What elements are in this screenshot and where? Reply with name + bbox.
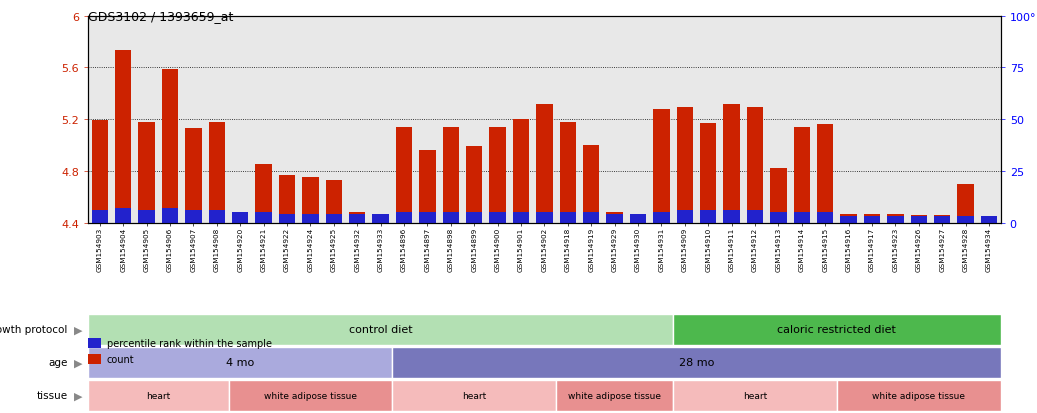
Bar	[489, 213, 506, 223]
Bar	[443, 213, 459, 223]
Text: caloric restricted diet: caloric restricted diet	[778, 324, 896, 335]
Bar	[466, 147, 482, 223]
Bar	[793, 213, 810, 223]
Bar	[91, 211, 108, 223]
Bar	[770, 169, 787, 223]
Bar	[232, 215, 249, 223]
Bar	[607, 213, 623, 223]
Bar	[724, 104, 739, 223]
Bar	[419, 151, 436, 223]
Bar	[349, 213, 365, 223]
Text: growth protocol: growth protocol	[0, 324, 67, 335]
Bar	[489, 128, 506, 223]
Bar	[793, 128, 810, 223]
Text: heart: heart	[463, 391, 486, 400]
Text: control diet: control diet	[348, 324, 413, 335]
Text: white adipose tissue: white adipose tissue	[568, 391, 662, 400]
Bar	[162, 209, 178, 223]
Text: ▶: ▶	[75, 390, 83, 401]
Bar	[560, 122, 576, 223]
Bar	[139, 211, 155, 223]
Bar	[957, 184, 974, 223]
Bar	[981, 217, 998, 223]
Bar	[115, 51, 132, 223]
Bar	[676, 211, 693, 223]
Bar	[443, 128, 459, 223]
Bar	[864, 217, 880, 223]
Bar	[583, 146, 599, 223]
Text: 28 mo: 28 mo	[679, 357, 714, 368]
Bar	[419, 213, 436, 223]
Text: percentile rank within the sample: percentile rank within the sample	[107, 338, 272, 348]
Bar	[186, 129, 201, 223]
Bar	[700, 211, 717, 223]
Bar	[700, 123, 717, 223]
Bar	[840, 214, 857, 223]
Bar	[232, 213, 249, 223]
Bar	[747, 108, 763, 223]
Text: GDS3102 / 1393659_at: GDS3102 / 1393659_at	[88, 10, 233, 23]
Bar	[186, 211, 201, 223]
Bar	[957, 217, 974, 223]
Bar	[910, 217, 927, 223]
Bar	[396, 213, 413, 223]
Bar	[255, 213, 272, 223]
Bar	[513, 213, 529, 223]
Bar	[466, 213, 482, 223]
Bar	[372, 215, 389, 223]
Text: ▶: ▶	[75, 324, 83, 335]
Bar	[981, 218, 998, 223]
Bar	[115, 209, 132, 223]
Bar	[139, 122, 155, 223]
Bar	[817, 213, 834, 223]
Bar	[840, 217, 857, 223]
Bar	[888, 217, 903, 223]
Bar	[653, 213, 670, 223]
Bar	[910, 215, 927, 223]
Text: heart: heart	[742, 391, 767, 400]
Bar	[888, 214, 903, 223]
Text: tissue: tissue	[36, 390, 67, 401]
Bar	[583, 213, 599, 223]
Bar	[536, 104, 553, 223]
Text: white adipose tissue: white adipose tissue	[264, 391, 357, 400]
Bar	[629, 215, 646, 223]
Bar	[934, 215, 950, 223]
Text: age: age	[48, 357, 67, 368]
Text: heart: heart	[146, 391, 170, 400]
Bar	[208, 122, 225, 223]
Bar	[724, 211, 739, 223]
Bar	[349, 215, 365, 223]
Bar	[302, 215, 318, 223]
Bar	[279, 215, 296, 223]
Bar	[372, 215, 389, 223]
Bar	[817, 125, 834, 223]
Bar	[513, 120, 529, 223]
Bar	[91, 121, 108, 223]
Bar	[560, 213, 576, 223]
Text: 4 mo: 4 mo	[226, 357, 254, 368]
Bar	[629, 215, 646, 223]
Text: white adipose tissue: white adipose tissue	[872, 391, 965, 400]
Text: ▶: ▶	[75, 357, 83, 368]
Bar	[396, 128, 413, 223]
Bar	[208, 211, 225, 223]
Bar	[162, 69, 178, 223]
Bar	[607, 215, 623, 223]
Bar	[770, 213, 787, 223]
Bar	[279, 175, 296, 223]
Bar	[326, 215, 342, 223]
Bar	[864, 214, 880, 223]
Bar	[934, 217, 950, 223]
Bar	[326, 180, 342, 223]
Bar	[255, 165, 272, 223]
Bar	[747, 211, 763, 223]
Bar	[676, 108, 693, 223]
Text: count: count	[107, 354, 135, 364]
Bar	[302, 178, 318, 223]
Bar	[536, 213, 553, 223]
Bar	[653, 109, 670, 223]
